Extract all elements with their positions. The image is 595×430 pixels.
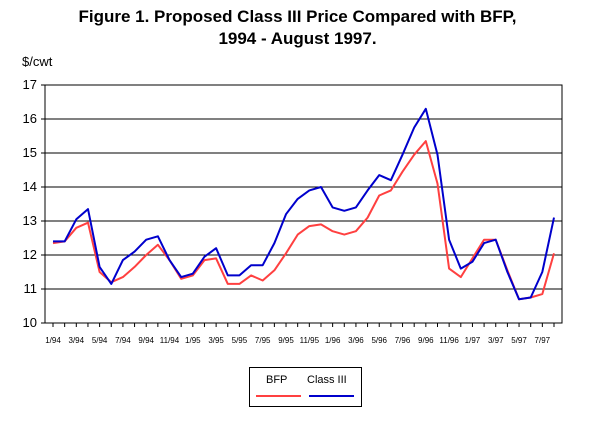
x-tick-label-1-94: 1/94 (45, 336, 61, 345)
x-tick-label-5-94: 5/94 (92, 336, 108, 345)
y-tick-label-13: 13 (23, 213, 37, 228)
x-tick-label-7-95: 7/95 (255, 336, 271, 345)
y-tick-label-11: 11 (24, 281, 38, 296)
x-tick-label-5-97: 5/97 (511, 336, 527, 345)
x-tick-label-3-97: 3/97 (488, 336, 504, 345)
x-tick-label-9-96: 9/96 (418, 336, 434, 345)
x-tick-label-7-94: 7/94 (115, 336, 131, 345)
x-tick-label-3-95: 3/95 (208, 336, 224, 345)
legend: BFP Class III (249, 367, 362, 407)
y-tick-label-10: 10 (23, 315, 37, 330)
x-tick-label-11-96: 11/96 (439, 336, 459, 345)
series-line-bfp (52, 140, 555, 301)
legend-swatch-class-iii (309, 395, 354, 397)
y-tick-label-14: 14 (23, 179, 37, 194)
x-tick-label-3-94: 3/94 (69, 336, 85, 345)
x-tick-label-7-97: 7/97 (535, 336, 551, 345)
x-tick-label-9-95: 9/95 (278, 336, 294, 345)
x-tick-label-5-96: 5/96 (371, 336, 387, 345)
x-tick-label-7-96: 7/96 (395, 336, 411, 345)
x-tick-label-1-96: 1/96 (325, 336, 341, 345)
y-axis-unit-label: $/cwt (22, 54, 53, 69)
x-tick-label-3-96: 3/96 (348, 336, 364, 345)
legend-label-bfp: BFP (266, 374, 288, 386)
chart-title: Figure 1. Proposed Class III Price Compa… (0, 6, 595, 50)
y-tick-label-17: 17 (23, 77, 37, 92)
x-tick-label-1-97: 1/97 (465, 336, 481, 345)
y-tick-label-16: 16 (23, 111, 37, 126)
chart-title-line-1: Figure 1. Proposed Class III Price Compa… (78, 7, 517, 26)
legend-label-class-iii: Class III (307, 374, 347, 386)
chart-title-line-2: 1994 - August 1997. (218, 29, 377, 48)
plot-area (44, 84, 563, 324)
y-tick-label-12: 12 (23, 247, 37, 262)
series-line-class-iii (53, 107, 555, 301)
x-tick-label-11-94: 11/94 (160, 336, 180, 345)
legend-swatch-bfp (256, 395, 301, 397)
y-tick-label-15: 15 (23, 145, 37, 160)
x-tick-label-1-95: 1/95 (185, 336, 201, 345)
x-tick-label-9-94: 9/94 (138, 336, 154, 345)
x-tick-label-5-95: 5/95 (232, 336, 248, 345)
x-tick-label-11-95: 11/95 (300, 336, 320, 345)
